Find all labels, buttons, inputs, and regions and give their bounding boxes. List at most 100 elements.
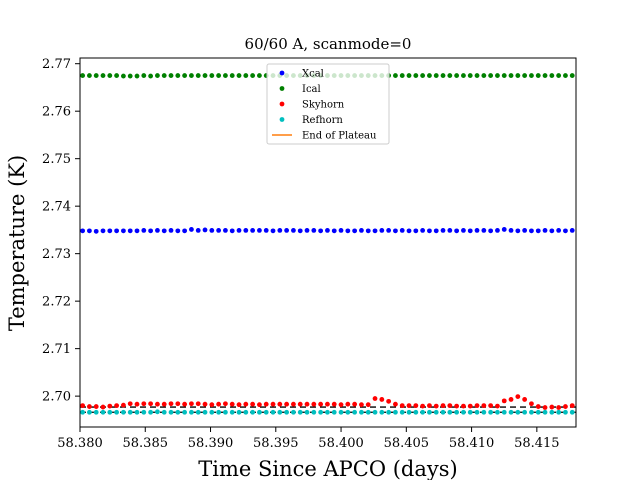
refhorn-point (352, 409, 358, 415)
xcal-point (243, 227, 249, 233)
ical-point (100, 73, 106, 78)
skyhorn-point (229, 401, 235, 407)
refhorn-point (420, 409, 426, 415)
xcal-point (318, 228, 324, 234)
ical-point (467, 73, 473, 78)
skyhorn-point (87, 404, 92, 409)
refhorn-point (501, 409, 507, 415)
legend-label: Xcal (302, 69, 324, 80)
skyhorn-point (352, 401, 358, 407)
refhorn-point (440, 409, 446, 415)
skyhorn-point (501, 398, 507, 404)
refhorn-point (168, 409, 174, 415)
skyhorn-point (114, 403, 120, 409)
skyhorn-point (243, 401, 249, 407)
refhorn-point (243, 409, 249, 415)
y-tick-label: 2.74 (42, 200, 71, 215)
ical-point (114, 73, 120, 78)
xcal-point (331, 228, 337, 234)
skyhorn-point (440, 403, 446, 409)
ical-point (563, 73, 568, 78)
x-tick-label: 58.405 (384, 436, 430, 451)
refhorn-point (297, 409, 303, 415)
legend-item-skyhorn: Skyhorn (279, 100, 345, 111)
ical-point (542, 73, 548, 78)
refhorn-point (549, 409, 555, 415)
skyhorn-point (195, 401, 201, 407)
skyhorn-point (359, 402, 364, 408)
skyhorn-point (467, 403, 473, 409)
refhorn-point (318, 409, 324, 415)
refhorn-point (535, 409, 541, 415)
refhorn-point (263, 409, 269, 415)
refhorn-point (399, 409, 405, 415)
refhorn-point (127, 409, 133, 415)
ical-point (155, 73, 160, 78)
refhorn-point (189, 409, 194, 415)
skyhorn-point (291, 401, 296, 407)
skyhorn-point (141, 401, 147, 407)
refhorn-point (291, 409, 296, 415)
xcal-point (284, 227, 290, 233)
y-axis-label: Temperature (K) (5, 155, 29, 331)
xcal-point (93, 228, 99, 234)
refhorn-point (481, 409, 487, 415)
xcal-point (406, 228, 412, 234)
refhorn-point (80, 409, 86, 415)
refhorn-point (406, 409, 412, 415)
xcal-point (467, 228, 473, 234)
xcal-point (433, 228, 439, 234)
xcal-point (454, 228, 460, 234)
refhorn-point (155, 409, 160, 415)
refhorn-point (359, 409, 364, 415)
refhorn-point (257, 409, 262, 415)
refhorn-point (495, 409, 500, 415)
xcal-point (182, 228, 188, 234)
ical-point (501, 73, 507, 78)
xcal-point (379, 227, 385, 233)
skyhorn-point (372, 396, 378, 401)
ical-point (229, 73, 235, 78)
refhorn-point (209, 409, 215, 415)
xcal-point (359, 227, 364, 233)
ical-point (495, 73, 500, 78)
ical-point (134, 73, 140, 79)
ical-point (93, 73, 99, 78)
legend-label: End of Plateau (302, 131, 377, 142)
refhorn-point (454, 409, 460, 415)
xcal-point (508, 227, 514, 233)
refhorn-point (216, 409, 222, 415)
xcal-point (216, 227, 222, 233)
ical-point (202, 73, 208, 78)
skyhorn-point (515, 394, 521, 400)
skyhorn-point (529, 401, 534, 407)
skyhorn-point (107, 403, 113, 409)
skyhorn-point (93, 404, 99, 409)
ical-point (236, 73, 242, 78)
ical-point (461, 73, 466, 78)
refhorn-point (134, 409, 140, 415)
legend-label: Refhorn (302, 115, 343, 126)
refhorn-point (433, 409, 439, 415)
ical-point (427, 73, 432, 78)
xcal-point (556, 227, 562, 233)
xcal-point (134, 228, 140, 234)
skyhorn-point (304, 401, 310, 407)
refhorn-point (141, 409, 147, 415)
xcal-point (257, 227, 262, 233)
ical-point (488, 73, 494, 78)
refhorn-point (107, 409, 113, 415)
skyhorn-point (427, 403, 432, 409)
xcal-point (114, 228, 120, 234)
refhorn-point (556, 409, 562, 415)
skyhorn-point (331, 401, 337, 407)
legend-item-xcal: Xcal (279, 69, 324, 80)
ical-point (127, 73, 133, 79)
skyhorn-point (209, 402, 215, 408)
skyhorn-point (311, 401, 317, 407)
x-tick-label: 58.380 (57, 436, 103, 451)
skyhorn-point (542, 405, 548, 410)
xcal-point (195, 227, 201, 233)
refhorn-point (250, 409, 256, 415)
refhorn-point (413, 409, 419, 415)
